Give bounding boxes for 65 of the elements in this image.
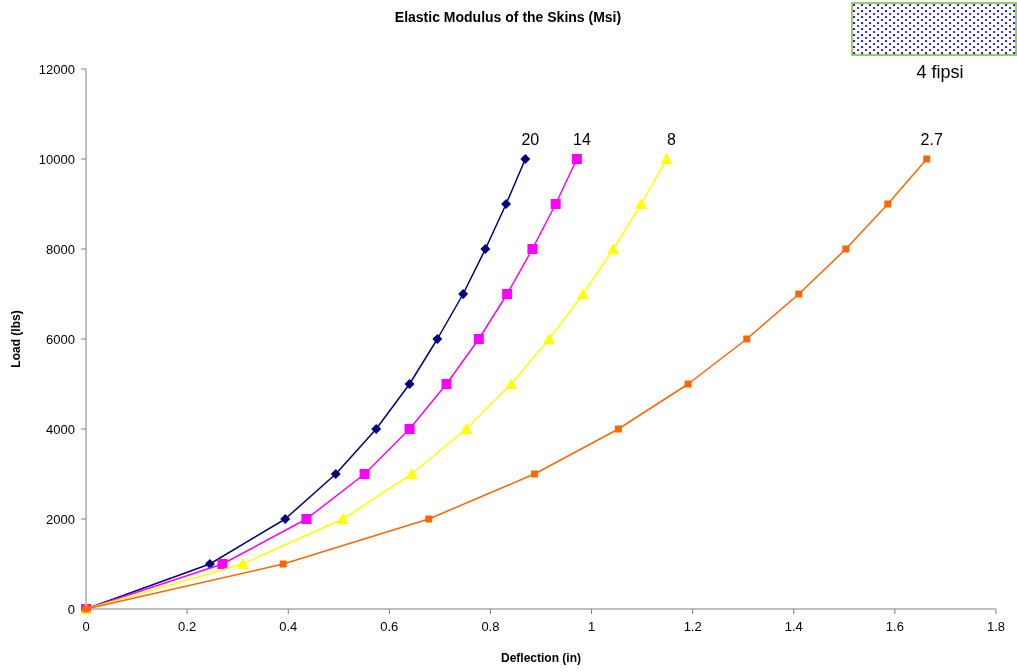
y-axis-title: Load (lbs) xyxy=(9,310,23,368)
point xyxy=(473,334,484,344)
x-tick-label: 0 xyxy=(82,619,90,634)
series-label: 14 xyxy=(573,131,591,148)
point xyxy=(795,290,803,298)
point xyxy=(301,514,312,524)
point xyxy=(884,200,892,208)
point xyxy=(505,378,518,389)
point xyxy=(460,423,473,434)
y-tick-label: 2000 xyxy=(46,512,75,527)
x-tick-label: 1.4 xyxy=(784,619,803,634)
point xyxy=(614,425,622,433)
x-axis-title: Deflection (in) xyxy=(501,651,581,665)
point xyxy=(330,469,341,479)
point xyxy=(236,558,249,569)
point xyxy=(480,244,491,254)
point xyxy=(842,245,850,253)
x-tick-label: 0.6 xyxy=(380,619,399,634)
point xyxy=(550,199,561,209)
point xyxy=(441,379,452,389)
y-tick-label: 12000 xyxy=(38,62,75,77)
point xyxy=(527,244,538,254)
y-tick-label: 4000 xyxy=(46,422,75,437)
point xyxy=(520,154,531,164)
point xyxy=(404,379,415,389)
annotation: 4 fipsi xyxy=(916,62,964,82)
series-label: 20 xyxy=(521,131,540,148)
point xyxy=(635,198,648,209)
chart-title: Elastic Modulus of the Skins (Msi) xyxy=(394,9,622,25)
point xyxy=(502,289,513,299)
point xyxy=(279,560,287,568)
point xyxy=(217,559,228,569)
point xyxy=(571,154,582,164)
y-tick-label: 10000 xyxy=(38,152,75,167)
point xyxy=(405,468,418,479)
x-tick-label: 0.8 xyxy=(481,619,500,634)
x-tick-label: 0.2 xyxy=(178,619,197,634)
point xyxy=(543,333,556,344)
series-label: 8 xyxy=(666,131,676,148)
x-tick-label: 1.2 xyxy=(683,619,702,634)
point xyxy=(576,288,589,299)
point xyxy=(359,469,370,479)
point xyxy=(530,470,538,478)
point xyxy=(280,514,291,524)
point xyxy=(336,513,349,524)
x-tick-label: 1.6 xyxy=(885,619,904,634)
x-tick-label: 1 xyxy=(587,619,596,634)
point xyxy=(432,334,443,344)
point xyxy=(923,155,931,163)
point xyxy=(607,243,620,254)
point xyxy=(458,289,469,299)
point xyxy=(743,335,751,343)
point xyxy=(404,424,415,434)
point xyxy=(501,199,512,209)
series-label: 2.7 xyxy=(920,131,943,148)
point xyxy=(204,559,215,569)
point xyxy=(684,380,692,388)
x-tick-label: 1.8 xyxy=(986,619,1006,634)
y-tick-label: 8000 xyxy=(46,242,75,257)
y-tick-label: 0 xyxy=(67,602,75,617)
point xyxy=(660,153,673,164)
y-tick-label: 6000 xyxy=(46,332,75,347)
point xyxy=(371,424,382,434)
x-tick-label: 0.4 xyxy=(279,619,298,634)
point xyxy=(425,515,433,523)
